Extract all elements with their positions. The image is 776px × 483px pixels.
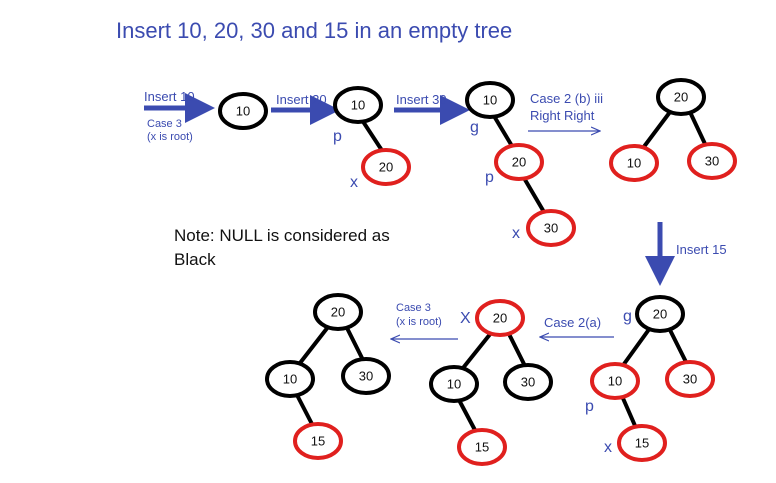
tree4-edge-left	[641, 110, 672, 150]
tree5-role-p: p	[585, 398, 594, 415]
tree7-node-30-label: 30	[359, 369, 373, 384]
tree7-edge-left-right	[295, 393, 315, 428]
tree5-node-20-label: 20	[653, 307, 667, 322]
tree2-edge	[360, 118, 385, 154]
tree6-edge-right	[507, 332, 527, 368]
tree3-node-20	[494, 143, 544, 181]
label-case-3-bottom: Case 3	[396, 302, 431, 314]
tree4-node-10-label: 10	[627, 156, 641, 171]
label-insert-20: Insert 20	[276, 92, 327, 107]
diagram-title: Insert 10, 20, 30 and 15 in an empty tre…	[116, 18, 512, 43]
tree5-node-30-label: 30	[683, 372, 697, 387]
tree3-role-x: x	[512, 225, 520, 242]
label-case-2b-iii: Case 2 (b) iii	[530, 91, 603, 106]
tree6-node-15-label: 15	[475, 440, 489, 455]
note-line-1: Note: NULL is considered as	[174, 226, 390, 245]
tree7-node-15-label: 15	[311, 434, 325, 449]
tree2-role-p: p	[333, 128, 342, 145]
tree5-edge-left	[622, 326, 652, 366]
tree7-edge-right	[345, 326, 365, 362]
tree3-node-30	[526, 209, 576, 247]
tree2-role-x: x	[350, 174, 358, 191]
label-x-is-root: (x is root)	[147, 131, 193, 143]
tree6-node-20	[475, 299, 525, 337]
tree6-node-30-label: 30	[521, 375, 535, 390]
tree6-edge-left-right	[457, 398, 478, 434]
tree3-node-10	[465, 81, 515, 119]
tree5-node-10	[590, 362, 640, 400]
note-line-2: Black	[174, 250, 216, 269]
label-case-2a: Case 2(a)	[544, 315, 601, 330]
label-insert-10: Insert 10	[144, 89, 195, 104]
tree3-edge-b	[522, 176, 546, 214]
tree5-role-x: x	[604, 439, 612, 456]
tree7-edge-left	[298, 325, 330, 365]
tree6-node-10-label: 10	[447, 377, 461, 392]
tree6-node-15	[457, 428, 507, 466]
tree5-node-10-label: 10	[608, 374, 622, 389]
tree4-node-30-label: 30	[705, 154, 719, 169]
tree5-edge-right	[668, 328, 688, 364]
tree2-node-10-label: 10	[351, 98, 365, 113]
tree6-node-30	[503, 363, 553, 401]
tree3-node-10-label: 10	[483, 93, 497, 108]
tree2-node-10	[333, 86, 383, 124]
tree5-node-20	[635, 295, 685, 333]
label-insert-15: Insert 15	[676, 242, 727, 257]
tree3-role-g: g	[470, 119, 479, 136]
tree4-node-20-label: 20	[674, 90, 688, 105]
tree3-edge-a	[492, 114, 514, 148]
tree6-role-x: X	[460, 310, 471, 327]
label-case-3: Case 3	[147, 118, 182, 130]
tree7-node-20	[313, 293, 363, 331]
tree7-node-15	[293, 422, 343, 460]
tree5-node-15-label: 15	[635, 436, 649, 451]
tree3-node-30-label: 30	[544, 221, 558, 236]
tree4-node-30	[687, 142, 737, 180]
tree4-edge-right	[688, 110, 708, 148]
label-right-right: Right Right	[530, 108, 595, 123]
tree1-node-10	[218, 92, 268, 130]
label-insert-30: Insert 30	[396, 92, 447, 107]
label-x-is-root-bottom: (x is root)	[396, 316, 442, 328]
tree3-role-p: p	[485, 169, 494, 186]
tree2-node-20	[361, 148, 411, 186]
tree3-node-20-label: 20	[512, 155, 526, 170]
tree5-node-30	[665, 360, 715, 398]
tree7-node-10-label: 10	[283, 372, 297, 387]
tree4-node-10	[609, 144, 659, 182]
tree6-edge-left	[461, 331, 493, 370]
tree5-node-15	[617, 424, 667, 462]
tree5-edge-left-right	[620, 394, 638, 430]
tree2-node-20-label: 20	[379, 160, 393, 175]
tree6-node-20-label: 20	[493, 311, 507, 326]
tree4-node-20	[656, 78, 706, 116]
tree7-node-30	[341, 357, 391, 395]
tree7-node-20-label: 20	[331, 305, 345, 320]
tree5-role-g: g	[623, 308, 632, 325]
tree1-node-10-label: 10	[236, 104, 250, 119]
tree7-node-10	[265, 360, 315, 398]
tree6-node-10	[429, 365, 479, 403]
